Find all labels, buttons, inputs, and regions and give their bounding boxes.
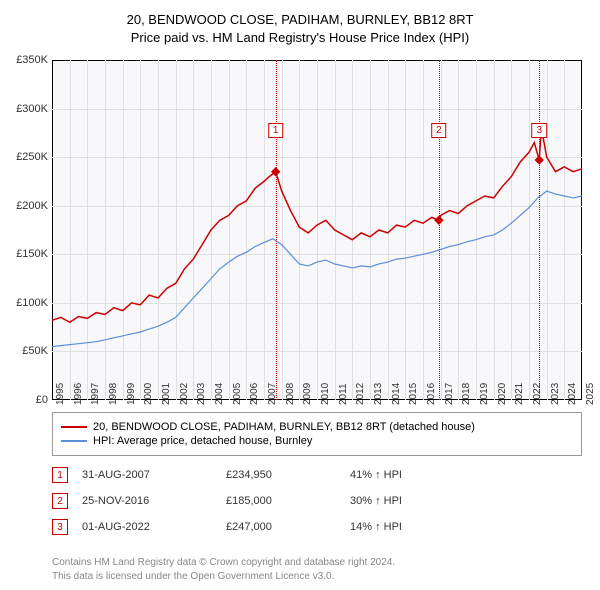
sales-table: 1 31-AUG-2007 £234,950 41% ↑ HPI 2 25-NOV-201… [52, 462, 582, 540]
title-address: 20, BENDWOOD CLOSE, PADIHAM, BURNLEY, BB… [10, 12, 590, 27]
sales-price: £185,000 [226, 495, 336, 507]
page: 20, BENDWOOD CLOSE, PADIHAM, BURNLEY, BB… [0, 0, 600, 590]
sales-price: £234,950 [226, 469, 336, 481]
y-tick-label: £250K [16, 151, 48, 163]
chart: £0£50K£100K£150K£200K£250K£300K£350K 199… [52, 60, 582, 400]
footer-line-2: This data is licensed under the Open Gov… [52, 570, 395, 584]
marker-vline [539, 60, 540, 400]
sales-index-box: 1 [52, 467, 68, 483]
marker-label: 3 [531, 123, 547, 138]
legend-label: HPI: Average price, detached house, Burn… [93, 435, 312, 447]
title-subtitle: Price paid vs. HM Land Registry's House … [10, 30, 590, 45]
marker-label: 2 [431, 123, 447, 138]
marker-label: 1 [268, 123, 284, 138]
sales-index-box: 3 [52, 519, 68, 535]
legend: 20, BENDWOOD CLOSE, PADIHAM, BURNLEY, BB… [52, 412, 582, 456]
sales-index-box: 2 [52, 493, 68, 509]
sales-pct: 14% ↑ HPI [350, 521, 470, 533]
marker-vline [276, 60, 277, 400]
y-tick-label: £100K [16, 297, 48, 309]
y-tick-label: £300K [16, 103, 48, 115]
footer: Contains HM Land Registry data © Crown c… [52, 556, 395, 584]
y-tick-label: £350K [16, 54, 48, 66]
footer-line-1: Contains HM Land Registry data © Crown c… [52, 556, 395, 570]
chart-svg [52, 60, 582, 400]
y-tick-label: £200K [16, 200, 48, 212]
legend-swatch [61, 440, 87, 442]
legend-label: 20, BENDWOOD CLOSE, PADIHAM, BURNLEY, BB… [93, 421, 475, 433]
y-tick-label: £0 [36, 394, 48, 406]
x-tick-label: 2025 [585, 383, 596, 405]
sales-date: 01-AUG-2022 [82, 521, 212, 533]
y-tick-label: £50K [22, 345, 48, 357]
sales-pct: 30% ↑ HPI [350, 495, 470, 507]
title-block: 20, BENDWOOD CLOSE, PADIHAM, BURNLEY, BB… [0, 0, 600, 53]
sales-row: 3 01-AUG-2022 £247,000 14% ↑ HPI [52, 514, 582, 540]
sales-row: 1 31-AUG-2007 £234,950 41% ↑ HPI [52, 462, 582, 488]
sales-date: 25-NOV-2016 [82, 495, 212, 507]
sales-row: 2 25-NOV-2016 £185,000 30% ↑ HPI [52, 488, 582, 514]
y-tick-label: £150K [16, 248, 48, 260]
sales-date: 31-AUG-2007 [82, 469, 212, 481]
marker-vline [439, 60, 440, 400]
legend-item: 20, BENDWOOD CLOSE, PADIHAM, BURNLEY, BB… [61, 421, 573, 433]
legend-swatch [61, 426, 87, 428]
series-hpi [52, 191, 582, 347]
sales-price: £247,000 [226, 521, 336, 533]
series-property [52, 128, 582, 322]
legend-item: HPI: Average price, detached house, Burn… [61, 435, 573, 447]
sales-pct: 41% ↑ HPI [350, 469, 470, 481]
